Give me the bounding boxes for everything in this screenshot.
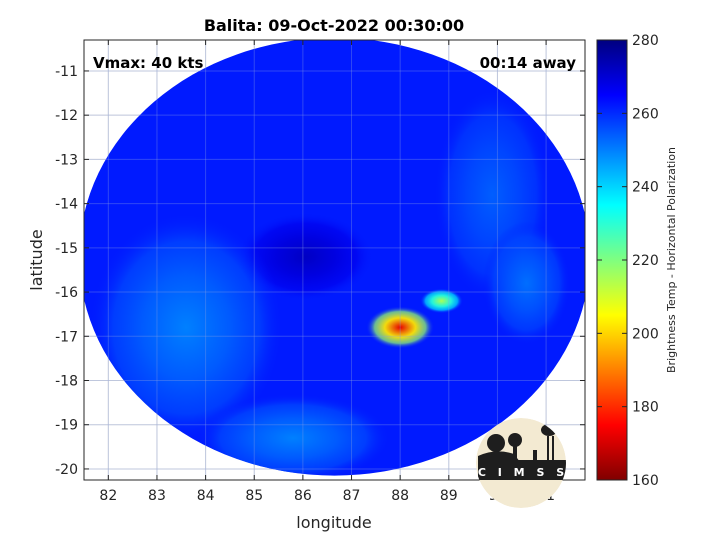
y-tick-label: -18 <box>55 374 78 390</box>
y-tick-label: -11 <box>55 64 78 80</box>
swath-group <box>84 40 585 476</box>
y-tick-label: -13 <box>55 152 78 168</box>
swath-feature <box>88 212 284 443</box>
x-tick-label: 87 <box>343 488 361 504</box>
colorbar-tick-label: 160 <box>632 473 659 489</box>
y-axis-ticks: -11 -12 -13 -14 -15 -16 -17 -18 -19 -20 <box>55 64 585 478</box>
colorbar-tick-label: 240 <box>632 180 659 196</box>
x-tick-label: 84 <box>197 488 215 504</box>
colorbar-tick-label: 200 <box>632 326 659 342</box>
logo-text: C I M S S <box>478 466 568 479</box>
colorbar-tick-label: 260 <box>632 106 659 122</box>
y-tick-label: -15 <box>55 241 78 257</box>
colorbar-label: Brightness Temp - Horizontal Polarizatio… <box>665 147 678 373</box>
y-tick-label: -16 <box>55 285 78 301</box>
swath-feature <box>366 306 435 349</box>
y-tick-label: -20 <box>55 462 78 478</box>
x-tick-label: 88 <box>391 488 409 504</box>
time-away-annotation: 00:14 away <box>480 54 577 72</box>
y-tick-label: -19 <box>55 418 78 434</box>
x-tick-label: 89 <box>440 488 458 504</box>
swath-feature <box>482 221 571 346</box>
swath-feature <box>420 288 463 314</box>
x-tick-label: 82 <box>99 488 117 504</box>
y-axis-label: latitude <box>27 229 46 290</box>
x-tick-label: 85 <box>245 488 263 504</box>
y-tick-label: -17 <box>55 329 78 345</box>
colorbar-tick-label: 280 <box>632 33 659 49</box>
y-tick-label: -14 <box>55 197 78 213</box>
plot-frame <box>83 39 586 481</box>
y-tick-label: -12 <box>55 108 78 124</box>
vmax-annotation: Vmax: 40 kts <box>93 54 203 72</box>
x-tick-label: 86 <box>294 488 312 504</box>
swath-features <box>88 88 571 476</box>
colorbar-ticks: 280 260 240 220 200 180 160 <box>597 33 659 489</box>
colorbar-tick-label: 220 <box>632 253 659 269</box>
colorbar-tick-label: 180 <box>632 400 659 416</box>
chart-title: Balita: 09-Oct-2022 00:30:00 <box>204 16 464 35</box>
x-tick-label: 83 <box>148 488 166 504</box>
swath-feature <box>195 393 391 476</box>
x-axis-label: longitude <box>296 513 371 532</box>
